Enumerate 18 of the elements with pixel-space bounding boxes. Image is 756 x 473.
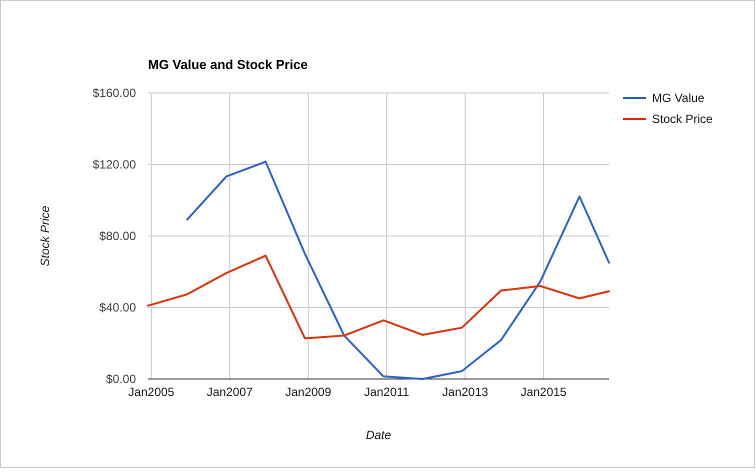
x-tick-label: Jan2015 bbox=[520, 385, 567, 399]
y-axis-title: Stock Price bbox=[38, 205, 52, 266]
y-tick-label: $0.00 bbox=[106, 372, 136, 386]
x-tick-label: Jan2011 bbox=[364, 385, 410, 399]
legend-label: Stock Price bbox=[652, 112, 714, 126]
y-tick-label: $160.00 bbox=[92, 86, 136, 100]
x-tick-label: Jan2005 bbox=[128, 385, 175, 399]
legend-label: MG Value bbox=[652, 91, 705, 105]
line-series bbox=[186, 160, 610, 380]
line-series bbox=[147, 254, 610, 340]
y-tick-label: $80.00 bbox=[99, 229, 136, 243]
x-tick-label: Jan2007 bbox=[206, 385, 254, 399]
x-axis-title: Date bbox=[366, 428, 392, 442]
x-tick-label: Jan2013 bbox=[442, 385, 489, 399]
x-tick-label: Jan2009 bbox=[285, 385, 332, 399]
y-tick-label: $40.00 bbox=[99, 300, 136, 314]
chart-title: MG Value and Stock Price bbox=[148, 57, 308, 72]
y-tick-label: $120.00 bbox=[92, 158, 136, 172]
